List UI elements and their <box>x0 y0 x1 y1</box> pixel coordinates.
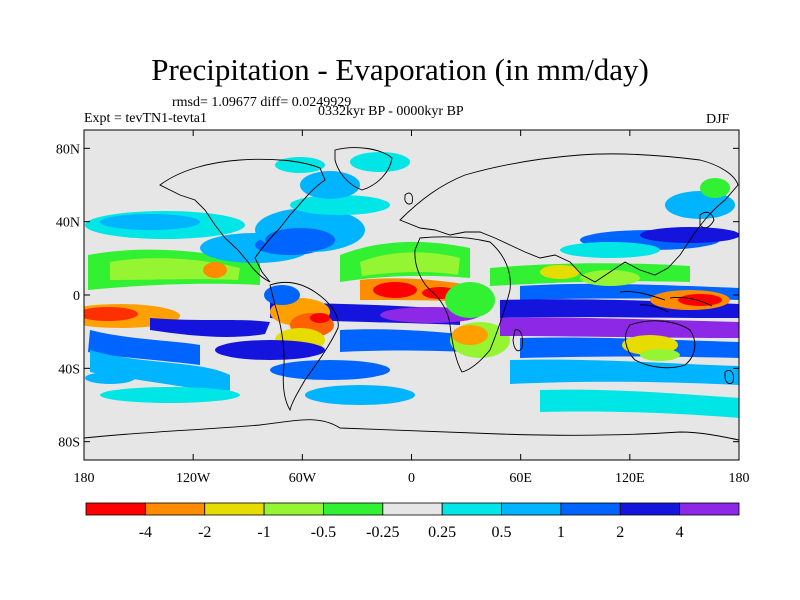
indonesia-coast <box>619 291 713 313</box>
period-label: 0332kyr BP - 0000kyr BP <box>318 104 464 119</box>
colorbar-label: 2 <box>616 524 624 541</box>
lon-label: 120E <box>615 471 645 486</box>
lon-label: 0 <box>408 471 415 486</box>
colorbar-label: -0.5 <box>311 524 336 541</box>
australia-coast <box>624 320 696 369</box>
colorbar-label: -4 <box>139 524 152 541</box>
latitude-axis: 80N 40N 0 40S 80S <box>56 142 739 451</box>
chart-title: Precipitation - Evaporation (in mm/day) <box>151 52 649 87</box>
colorbar-swatch <box>144 502 206 516</box>
colorbar-swatch <box>204 502 265 516</box>
colorbar-swatch <box>382 502 443 516</box>
south-america-coast <box>269 281 339 412</box>
colorbar-swatch <box>679 502 740 516</box>
stats-text: rmsd= 1.09677 diff= 0.0249929 <box>172 95 352 110</box>
eurasia-coast <box>399 153 739 283</box>
colorbar: -4 -2 -1 -0.5 -0.25 0.25 0.5 1 2 4 <box>85 502 740 541</box>
lat-label: 0 <box>73 289 80 304</box>
season-label: DJF <box>706 112 730 127</box>
colorbar-swatch <box>323 502 384 516</box>
colorbar-label: -2 <box>198 524 211 541</box>
colorbar-label: -0.25 <box>366 524 399 541</box>
field-layer <box>84 152 739 418</box>
colorbar-swatch <box>619 502 681 516</box>
colorbar-label: -1 <box>257 524 270 541</box>
lon-label: 120W <box>176 471 211 486</box>
antarctica-coast <box>84 419 739 441</box>
colorbar-swatch <box>85 502 146 516</box>
lat-label: 80N <box>56 142 80 157</box>
lon-label: 180 <box>74 471 95 486</box>
uk-coast <box>404 192 413 205</box>
coastlines <box>84 147 739 441</box>
colorbar-swatch <box>560 502 621 516</box>
colorbar-swatch <box>441 502 502 516</box>
lat-label: 40N <box>56 216 80 231</box>
greenland-coast <box>334 147 393 191</box>
colorbar-label: 0.25 <box>428 524 456 541</box>
experiment-label: Expt = tevTN1-tevta1 <box>84 111 207 126</box>
colorbar-label: 0.5 <box>492 524 512 541</box>
longitude-axis: 180 120W 60W 0 60E 120E 180 <box>74 130 750 486</box>
colorbar-label: 1 <box>557 524 565 541</box>
colorbar-label: 4 <box>676 524 684 541</box>
colorbar-swatch <box>501 502 562 516</box>
lon-label: 60E <box>509 471 532 486</box>
lon-label: 60W <box>289 471 317 486</box>
north-america-coast <box>159 158 326 283</box>
lat-label: 40S <box>58 362 80 377</box>
japan-coast <box>699 211 715 229</box>
colorbar-swatch <box>263 502 324 516</box>
lon-label: 180 <box>729 471 750 486</box>
new-zealand-coast <box>724 370 734 385</box>
africa-coast <box>414 236 511 373</box>
lat-label: 80S <box>58 436 80 451</box>
madagascar-coast <box>512 329 523 352</box>
field-blobs <box>84 152 739 418</box>
